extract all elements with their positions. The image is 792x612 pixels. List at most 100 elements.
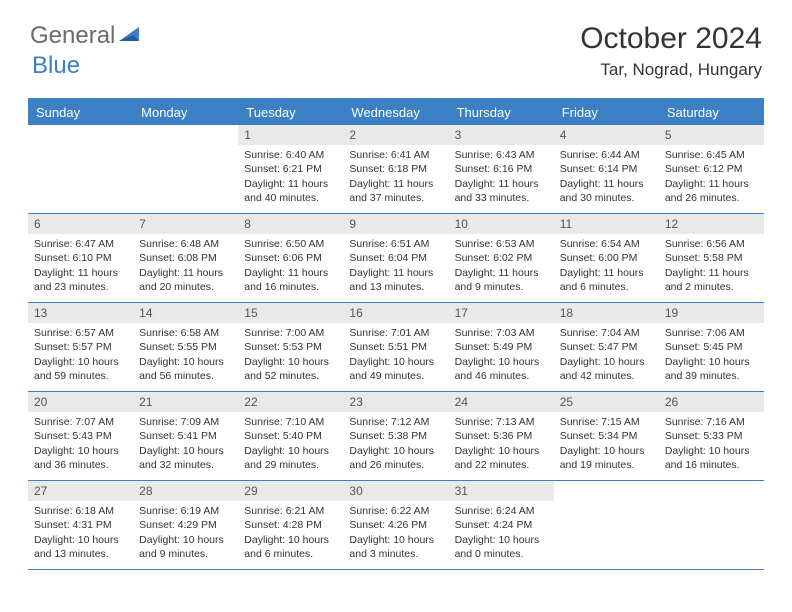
week-row: 13Sunrise: 6:57 AMSunset: 5:57 PMDayligh…: [28, 303, 764, 392]
day-cell: 12Sunrise: 6:56 AMSunset: 5:58 PMDayligh…: [659, 214, 764, 302]
week-row: 20Sunrise: 7:07 AMSunset: 5:43 PMDayligh…: [28, 392, 764, 481]
day-cell: 3Sunrise: 6:43 AMSunset: 6:16 PMDaylight…: [449, 125, 554, 213]
daylight-text: Daylight: 10 hours and 16 minutes.: [665, 444, 758, 472]
day-content: Sunrise: 6:54 AMSunset: 6:00 PMDaylight:…: [554, 234, 659, 298]
day-number: 17: [449, 303, 554, 323]
day-cell: 11Sunrise: 6:54 AMSunset: 6:00 PMDayligh…: [554, 214, 659, 302]
sunrise-text: Sunrise: 6:40 AM: [244, 148, 337, 162]
sunset-text: Sunset: 5:33 PM: [665, 429, 758, 443]
day-content: Sunrise: 6:50 AMSunset: 6:06 PMDaylight:…: [238, 234, 343, 298]
daylight-text: Daylight: 11 hours and 30 minutes.: [560, 177, 653, 205]
daylight-text: Daylight: 11 hours and 23 minutes.: [34, 266, 127, 294]
day-cell: 18Sunrise: 7:04 AMSunset: 5:47 PMDayligh…: [554, 303, 659, 391]
day-number: 31: [449, 481, 554, 501]
sunrise-text: Sunrise: 6:19 AM: [139, 504, 232, 518]
sunset-text: Sunset: 5:55 PM: [139, 340, 232, 354]
sunrise-text: Sunrise: 6:54 AM: [560, 237, 653, 251]
daylight-text: Daylight: 11 hours and 26 minutes.: [665, 177, 758, 205]
day-number: 21: [133, 392, 238, 412]
logo-word2: Blue: [32, 52, 80, 80]
sunrise-text: Sunrise: 6:53 AM: [455, 237, 548, 251]
day-number: 2: [343, 125, 448, 145]
day-content: Sunrise: 6:43 AMSunset: 6:16 PMDaylight:…: [449, 145, 554, 209]
day-content: Sunrise: 7:13 AMSunset: 5:36 PMDaylight:…: [449, 412, 554, 476]
day-cell: 15Sunrise: 7:00 AMSunset: 5:53 PMDayligh…: [238, 303, 343, 391]
day-number: 22: [238, 392, 343, 412]
sunset-text: Sunset: 5:58 PM: [665, 251, 758, 265]
sunset-text: Sunset: 4:29 PM: [139, 518, 232, 532]
day-cell: 1Sunrise: 6:40 AMSunset: 6:21 PMDaylight…: [238, 125, 343, 213]
day-cell: 28Sunrise: 6:19 AMSunset: 4:29 PMDayligh…: [133, 481, 238, 569]
day-cell: 9Sunrise: 6:51 AMSunset: 6:04 PMDaylight…: [343, 214, 448, 302]
sunrise-text: Sunrise: 7:15 AM: [560, 415, 653, 429]
sunset-text: Sunset: 6:12 PM: [665, 162, 758, 176]
day-header: Thursday: [449, 100, 554, 125]
day-cell: 8Sunrise: 6:50 AMSunset: 6:06 PMDaylight…: [238, 214, 343, 302]
day-header: Saturday: [659, 100, 764, 125]
day-content: Sunrise: 6:21 AMSunset: 4:28 PMDaylight:…: [238, 501, 343, 565]
daylight-text: Daylight: 11 hours and 37 minutes.: [349, 177, 442, 205]
day-cell: 16Sunrise: 7:01 AMSunset: 5:51 PMDayligh…: [343, 303, 448, 391]
sunrise-text: Sunrise: 6:21 AM: [244, 504, 337, 518]
day-number: 4: [554, 125, 659, 145]
day-number: 18: [554, 303, 659, 323]
sunset-text: Sunset: 5:45 PM: [665, 340, 758, 354]
day-cell: 21Sunrise: 7:09 AMSunset: 5:41 PMDayligh…: [133, 392, 238, 480]
daylight-text: Daylight: 10 hours and 52 minutes.: [244, 355, 337, 383]
weeks-container: ..1Sunrise: 6:40 AMSunset: 6:21 PMDaylig…: [28, 125, 764, 570]
sunrise-text: Sunrise: 7:10 AM: [244, 415, 337, 429]
day-content: Sunrise: 7:10 AMSunset: 5:40 PMDaylight:…: [238, 412, 343, 476]
week-row: ..1Sunrise: 6:40 AMSunset: 6:21 PMDaylig…: [28, 125, 764, 214]
day-cell: 20Sunrise: 7:07 AMSunset: 5:43 PMDayligh…: [28, 392, 133, 480]
day-number: 10: [449, 214, 554, 234]
day-number: 13: [28, 303, 133, 323]
title-block: October 2024 Tar, Nograd, Hungary: [580, 22, 762, 80]
daylight-text: Daylight: 11 hours and 6 minutes.: [560, 266, 653, 294]
day-header-row: Sunday Monday Tuesday Wednesday Thursday…: [28, 100, 764, 125]
sunrise-text: Sunrise: 7:03 AM: [455, 326, 548, 340]
calendar: Sunday Monday Tuesday Wednesday Thursday…: [28, 98, 764, 570]
day-content: Sunrise: 6:56 AMSunset: 5:58 PMDaylight:…: [659, 234, 764, 298]
daylight-text: Daylight: 10 hours and 13 minutes.: [34, 533, 127, 561]
sunset-text: Sunset: 6:00 PM: [560, 251, 653, 265]
day-content: Sunrise: 6:44 AMSunset: 6:14 PMDaylight:…: [554, 145, 659, 209]
logo-word1: General: [30, 22, 115, 50]
sunset-text: Sunset: 6:18 PM: [349, 162, 442, 176]
day-header: Tuesday: [238, 100, 343, 125]
daylight-text: Daylight: 11 hours and 20 minutes.: [139, 266, 232, 294]
location: Tar, Nograd, Hungary: [580, 60, 762, 80]
sunrise-text: Sunrise: 7:07 AM: [34, 415, 127, 429]
day-cell: 13Sunrise: 6:57 AMSunset: 5:57 PMDayligh…: [28, 303, 133, 391]
page-header: General October 2024 Tar, Nograd, Hungar…: [0, 0, 792, 90]
day-cell: .: [28, 125, 133, 213]
day-number: 7: [133, 214, 238, 234]
day-cell: .: [133, 125, 238, 213]
day-number: 24: [449, 392, 554, 412]
day-cell: 24Sunrise: 7:13 AMSunset: 5:36 PMDayligh…: [449, 392, 554, 480]
day-number: 25: [554, 392, 659, 412]
day-content: Sunrise: 7:04 AMSunset: 5:47 PMDaylight:…: [554, 323, 659, 387]
sunrise-text: Sunrise: 7:16 AM: [665, 415, 758, 429]
day-number: 29: [238, 481, 343, 501]
daylight-text: Daylight: 10 hours and 6 minutes.: [244, 533, 337, 561]
day-cell: 7Sunrise: 6:48 AMSunset: 6:08 PMDaylight…: [133, 214, 238, 302]
sunset-text: Sunset: 5:47 PM: [560, 340, 653, 354]
day-cell: 27Sunrise: 6:18 AMSunset: 4:31 PMDayligh…: [28, 481, 133, 569]
day-number: 15: [238, 303, 343, 323]
daylight-text: Daylight: 10 hours and 49 minutes.: [349, 355, 442, 383]
sunrise-text: Sunrise: 7:00 AM: [244, 326, 337, 340]
sunset-text: Sunset: 5:51 PM: [349, 340, 442, 354]
sunrise-text: Sunrise: 6:50 AM: [244, 237, 337, 251]
sunset-text: Sunset: 6:14 PM: [560, 162, 653, 176]
sunrise-text: Sunrise: 7:06 AM: [665, 326, 758, 340]
day-cell: 17Sunrise: 7:03 AMSunset: 5:49 PMDayligh…: [449, 303, 554, 391]
sunrise-text: Sunrise: 6:57 AM: [34, 326, 127, 340]
sunset-text: Sunset: 6:16 PM: [455, 162, 548, 176]
logo-triangle-icon: [119, 22, 141, 50]
day-content: Sunrise: 6:19 AMSunset: 4:29 PMDaylight:…: [133, 501, 238, 565]
day-header: Monday: [133, 100, 238, 125]
day-cell: .: [659, 481, 764, 569]
daylight-text: Daylight: 10 hours and 42 minutes.: [560, 355, 653, 383]
sunrise-text: Sunrise: 6:47 AM: [34, 237, 127, 251]
week-row: 6Sunrise: 6:47 AMSunset: 6:10 PMDaylight…: [28, 214, 764, 303]
